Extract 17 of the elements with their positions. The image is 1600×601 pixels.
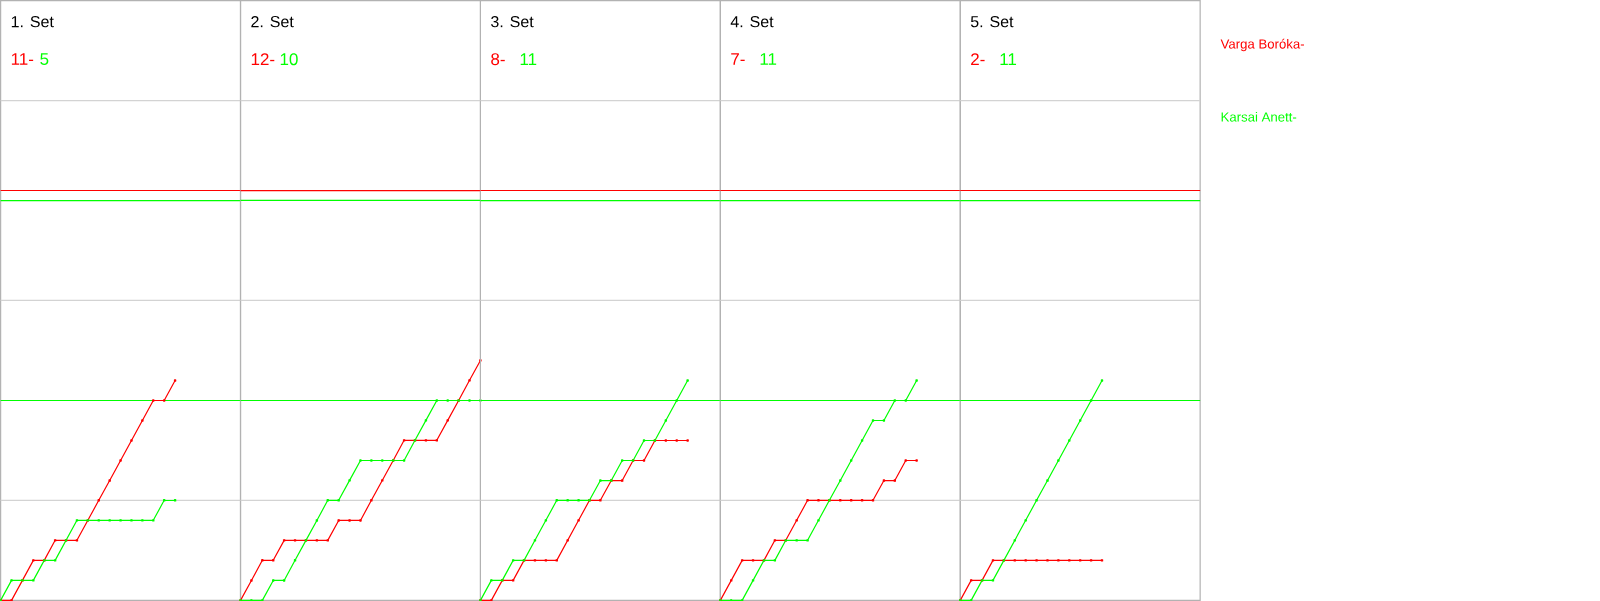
text: 8-	[491, 53, 505, 66]
text: 12-	[251, 53, 275, 66]
text: 7-	[731, 53, 745, 65]
text: 11	[520, 53, 537, 66]
chart-title: 4. Set	[730, 16, 774, 28]
chart-title: 2. Set	[251, 16, 294, 28]
text: 11	[1000, 53, 1017, 66]
chart-title: 3. Set	[491, 16, 534, 28]
chart-title: 5. Set	[970, 16, 1014, 28]
text: 11	[760, 53, 777, 65]
text: 5	[40, 53, 49, 66]
text: 2-	[971, 53, 985, 66]
text: Varga Boróka-	[1220, 38, 1305, 52]
chart-title: 1. Set	[11, 16, 54, 28]
text: Karsai Anett-	[1221, 111, 1297, 122]
text: 11-	[11, 53, 34, 65]
text: 10	[280, 53, 298, 66]
